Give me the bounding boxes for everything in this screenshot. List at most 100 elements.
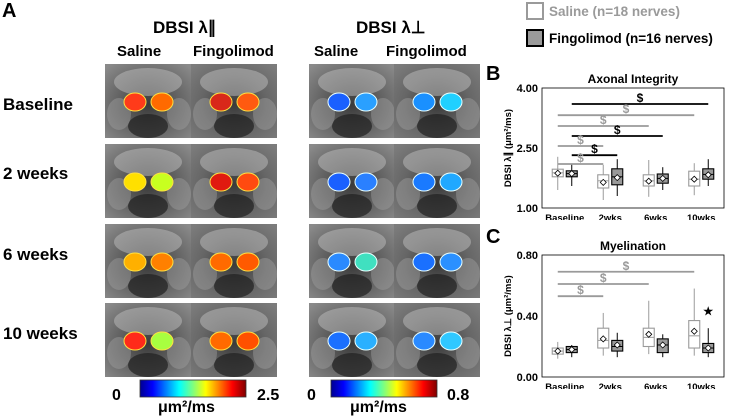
mean-marker <box>690 175 698 183</box>
y-axis-label: DBSI λ⊥ (μm²/ms) <box>503 275 514 357</box>
optic-nerve-overlay <box>327 252 351 272</box>
star-annotation: ★ <box>702 304 714 319</box>
x-tick-label: 6wks <box>644 382 667 389</box>
mean-marker <box>568 170 576 178</box>
legend-fingolimod-label: Fingolimod (n=16 nerves) <box>549 31 713 46</box>
mri-tile <box>309 144 395 218</box>
significance-label: $ <box>623 259 630 273</box>
mri-tile <box>394 224 480 298</box>
mean-marker <box>599 178 607 186</box>
x-tick-label: 2wks <box>599 382 622 389</box>
mri-tile <box>105 224 191 298</box>
chart-title: Myelination <box>600 239 666 253</box>
mean-marker <box>704 171 712 179</box>
optic-nerve-overlay <box>209 172 233 192</box>
y-axis-label: DBSI λ∥ (μm²/ms) <box>503 109 514 187</box>
mri-tile <box>191 144 277 218</box>
y-tick-label: 0.80 <box>517 250 538 262</box>
y-tick-label: 0.00 <box>517 372 538 384</box>
optic-nerve-overlay <box>354 92 378 112</box>
mean-marker <box>613 174 621 182</box>
panel-c-letter: C <box>486 226 501 248</box>
optic-nerve-overlay <box>354 252 378 272</box>
x-tick-label: 6wks <box>644 213 667 220</box>
optic-nerve-overlay <box>236 92 260 112</box>
x-tick-label: Baseline <box>545 213 584 220</box>
mri-tile <box>394 144 480 218</box>
optic-nerve-overlay <box>209 92 233 112</box>
col-saline-par: Saline <box>117 43 162 60</box>
x-tick-label: 10wks <box>687 213 716 220</box>
optic-nerve-overlay <box>150 331 174 351</box>
colorbar-perp <box>330 379 438 398</box>
optic-nerve-overlay <box>236 252 260 272</box>
mri-tile <box>394 303 480 377</box>
colorbar-perp-unit: μm²/ms <box>350 399 407 416</box>
x-tick-label: 10wks <box>687 382 716 389</box>
mri-tile <box>394 64 480 138</box>
optic-nerve-overlay <box>412 331 436 351</box>
legend-saline-swatch <box>526 2 544 20</box>
optic-nerve-overlay <box>412 172 436 192</box>
mean-marker <box>568 345 576 354</box>
chart-axonal-integrity: Axonal Integrity 1.00 2.50 4.00 DBSI λ∥ (μm²… <box>503 72 725 220</box>
mean-marker <box>645 177 653 185</box>
significance-label: $ <box>623 102 630 116</box>
optic-nerve-overlay <box>327 172 351 192</box>
optic-nerve-overlay <box>236 331 260 351</box>
y-tick-label: 0.40 <box>517 311 538 323</box>
colorbar-par-unit: μm²/ms <box>158 399 215 416</box>
mean-marker <box>613 341 621 349</box>
optic-nerve-overlay <box>439 92 463 112</box>
optic-nerve-overlay <box>439 252 463 272</box>
optic-nerve-overlay <box>439 331 463 351</box>
x-tick-label: 2wks <box>599 213 622 220</box>
y-tick-label: 2.50 <box>517 143 538 155</box>
optic-nerve-overlay <box>150 252 174 272</box>
optic-nerve-overlay <box>412 92 436 112</box>
legend-saline-label: Saline (n=18 nerves) <box>549 4 680 19</box>
optic-nerve-overlay <box>327 92 351 112</box>
optic-nerve-overlay <box>209 252 233 272</box>
significance-label: $ <box>577 151 584 165</box>
header-perp: DBSI λ⊥ <box>356 18 426 37</box>
mri-tile <box>105 303 191 377</box>
significance-label: $ <box>591 142 598 156</box>
legend-fingolimod-swatch <box>526 29 544 47</box>
mri-tile <box>309 224 395 298</box>
colorbar-perp-max: 0.8 <box>447 387 470 404</box>
y-tick-label: 4.00 <box>517 83 538 95</box>
chart-myelination: Myelination 0.00 0.40 0.80 DBSI λ⊥ (μm²/ms) B… <box>503 239 725 389</box>
significance-label: $ <box>637 91 644 105</box>
mri-tile <box>105 64 191 138</box>
mri-tile <box>105 144 191 218</box>
mri-tile <box>191 224 277 298</box>
row-label-6weeks: 6 weeks <box>3 245 69 264</box>
mri-tile <box>191 303 277 377</box>
mean-marker <box>659 174 667 182</box>
optic-nerve-overlay <box>236 172 260 192</box>
significance-label: $ <box>600 113 607 127</box>
chart-title: Axonal Integrity <box>588 72 679 86</box>
optic-nerve-overlay <box>123 172 147 192</box>
optic-nerve-overlay <box>354 172 378 192</box>
col-saline-perp: Saline <box>314 43 359 60</box>
row-label-2weeks: 2 weeks <box>3 164 69 183</box>
optic-nerve-overlay <box>354 331 378 351</box>
header-parallel: DBSI λ∥ <box>153 18 217 37</box>
significance-label: $ <box>577 133 584 147</box>
mean-marker <box>554 347 562 355</box>
col-fingolimod-par: Fingolimod <box>193 43 274 60</box>
colorbar-par-min: 0 <box>112 387 121 404</box>
mri-tile <box>309 303 395 377</box>
mean-marker <box>690 327 698 335</box>
significance-label: $ <box>614 123 621 137</box>
row-label-10weeks: 10 weeks <box>3 324 78 343</box>
optic-nerve-overlay <box>439 172 463 192</box>
col-fingolimod-perp: Fingolimod <box>386 43 467 60</box>
optic-nerve-overlay <box>412 252 436 272</box>
plot-frame <box>541 87 725 209</box>
mean-marker <box>659 341 667 349</box>
mean-marker <box>554 169 562 177</box>
